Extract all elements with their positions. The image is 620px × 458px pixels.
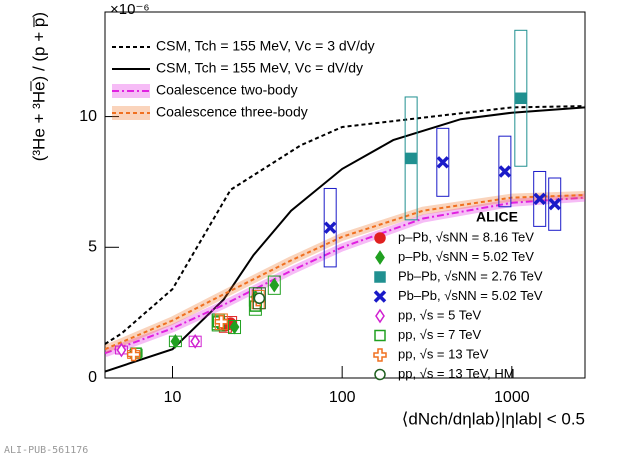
syst-box bbox=[436, 127, 450, 197]
syst-box bbox=[323, 187, 337, 268]
y-tick-label: 0 bbox=[88, 369, 97, 386]
syst-box bbox=[498, 135, 512, 208]
marker bbox=[533, 192, 546, 206]
syst-box bbox=[267, 275, 281, 295]
legend-label: pp, √s = 13 TeV bbox=[398, 346, 489, 361]
marker bbox=[405, 152, 417, 165]
marker bbox=[116, 342, 127, 358]
y-multiplier: ×10⁻⁶ bbox=[110, 1, 150, 18]
legend-label: Pb–Pb, √sNN = 2.76 TeV bbox=[398, 268, 543, 283]
marker bbox=[214, 315, 229, 329]
marker bbox=[515, 92, 527, 105]
syst-box bbox=[252, 287, 266, 310]
marker bbox=[170, 334, 181, 349]
legend-marker bbox=[374, 271, 386, 283]
legend-label: Pb–Pb, √sNN = 5.02 TeV bbox=[398, 288, 543, 303]
y-axis-title: (³He + ³He̅) / (p + p̅) bbox=[29, 12, 48, 161]
marker bbox=[190, 334, 201, 349]
marker bbox=[126, 347, 141, 362]
x-tick-label: 10 bbox=[164, 389, 182, 406]
footer: ALI-PUB-561176 bbox=[4, 445, 88, 456]
x-tick-label: 100 bbox=[329, 389, 356, 406]
x-tick-label: 1000 bbox=[494, 389, 530, 406]
y-tick-label: 10 bbox=[79, 108, 97, 125]
marker bbox=[253, 292, 266, 305]
marker bbox=[229, 319, 240, 335]
legend-label: p–Pb, √sNN = 5.02 TeV bbox=[398, 249, 534, 264]
marker bbox=[323, 221, 337, 234]
curve bbox=[105, 196, 585, 355]
legend-label: Coalescence three-body bbox=[156, 104, 308, 120]
legend-label: pp, √s = 13 TeV, HM bbox=[398, 366, 515, 381]
syst-box bbox=[404, 96, 418, 221]
marker bbox=[548, 197, 561, 211]
legend-label: pp, √s = 5 TeV bbox=[398, 307, 481, 322]
curve bbox=[105, 105, 585, 345]
experiment-label: ALICE bbox=[476, 209, 518, 225]
marker bbox=[436, 156, 450, 169]
legend-marker bbox=[374, 368, 386, 381]
legend-marker bbox=[373, 290, 387, 303]
legend-label: CSM, Tch = 155 MeV, Vc = dV/dy bbox=[156, 60, 363, 76]
marker bbox=[498, 165, 512, 178]
curve bbox=[105, 106, 585, 373]
legend-marker bbox=[374, 329, 386, 342]
x-axis-title: ⟨dNch/dηlab⟩|ηlab| < 0.5 bbox=[402, 409, 585, 428]
plot-frame bbox=[104, 11, 586, 379]
legend-band bbox=[112, 106, 150, 120]
syst-box bbox=[533, 170, 547, 227]
legend-marker bbox=[375, 308, 385, 324]
legend-marker bbox=[374, 232, 386, 244]
legend-label: pp, √s = 7 TeV bbox=[398, 327, 481, 342]
legend-label: Coalescence two-body bbox=[156, 82, 298, 98]
legend-label: p–Pb, √sNN = 8.16 TeV bbox=[398, 229, 534, 244]
syst-box bbox=[548, 177, 562, 231]
legend-marker bbox=[375, 250, 385, 265]
marker bbox=[269, 277, 280, 293]
curve bbox=[105, 194, 585, 351]
y-tick-label: 5 bbox=[88, 239, 97, 256]
legend-label: CSM, Tch = 155 MeV, Vc = 3 dV/dy bbox=[156, 38, 375, 54]
legend-marker bbox=[373, 348, 387, 362]
syst-box bbox=[514, 29, 528, 167]
